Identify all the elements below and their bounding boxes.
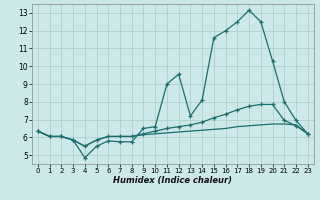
X-axis label: Humidex (Indice chaleur): Humidex (Indice chaleur) [113,176,232,185]
